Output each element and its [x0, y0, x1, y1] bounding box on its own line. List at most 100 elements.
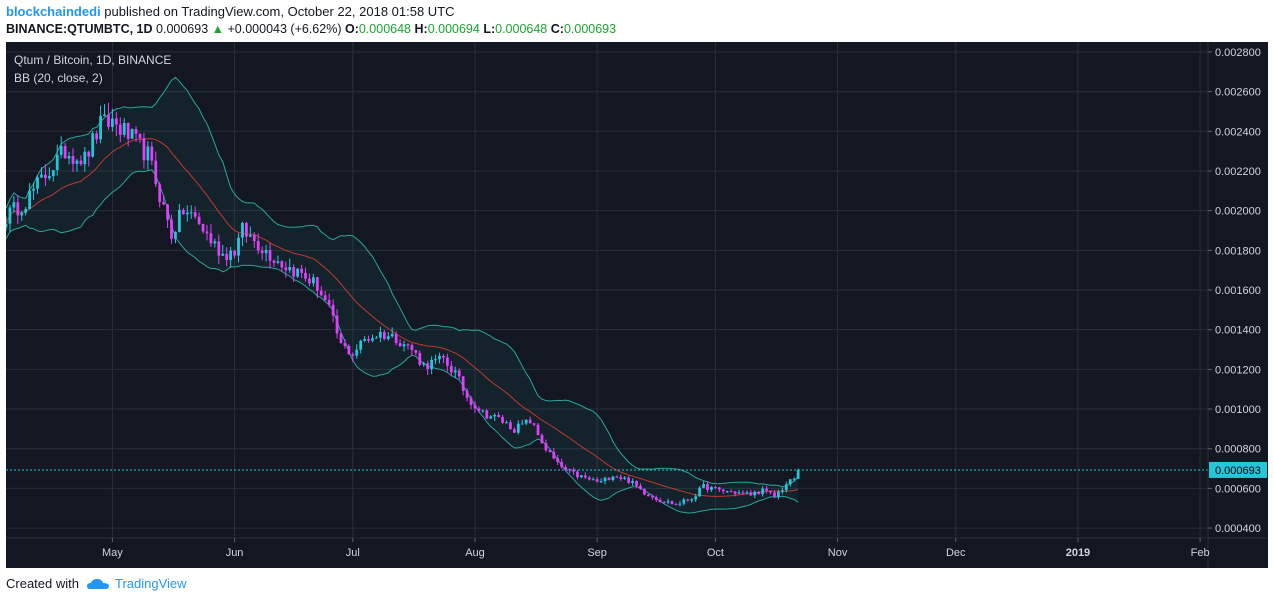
candle-body — [418, 352, 422, 365]
candle-body — [256, 241, 260, 251]
candle-body — [753, 491, 757, 496]
candle — [690, 497, 694, 503]
candle — [209, 224, 213, 248]
change-arrow-icon: ▲ — [211, 22, 225, 36]
candle — [453, 366, 457, 379]
candle — [410, 343, 414, 356]
candle-body — [607, 477, 611, 481]
low-label: L: — [483, 22, 496, 36]
change-value: +0.000043 (+6.62%) — [227, 22, 342, 36]
candle-body — [489, 416, 493, 419]
candle-body — [603, 477, 607, 482]
x-axis[interactable]: May Jun Jul Aug Sep Oct Nov Dec 2019 Feb — [6, 537, 1268, 559]
x-tick-label: Nov — [828, 547, 848, 559]
candle — [485, 408, 489, 419]
candle-body — [166, 204, 169, 220]
candle — [95, 130, 99, 144]
candle — [544, 439, 548, 453]
candle — [197, 212, 201, 226]
candle — [51, 169, 55, 182]
candle — [386, 332, 390, 341]
x-tick-label: Aug — [465, 547, 485, 559]
candle-body — [619, 477, 623, 479]
candle-body — [363, 339, 367, 341]
candle — [473, 401, 477, 413]
candle — [201, 223, 205, 234]
candle — [516, 420, 520, 435]
candle — [564, 464, 567, 472]
candle — [355, 344, 359, 359]
chart-legend-title: Qtum / Bitcoin, 1D, BINANCE — [14, 53, 171, 67]
candle — [107, 102, 110, 130]
candle — [576, 469, 579, 480]
candle — [217, 234, 221, 264]
candle-body — [40, 174, 43, 178]
candle-body — [142, 138, 146, 161]
candle-body — [268, 249, 272, 261]
candle — [122, 118, 126, 138]
candle — [288, 258, 292, 273]
candle-body — [304, 272, 307, 279]
tradingview-link[interactable]: TradingView — [114, 576, 187, 591]
candle — [20, 210, 24, 221]
candle-body — [59, 146, 63, 155]
candle — [114, 111, 118, 137]
candle — [130, 128, 134, 139]
candle — [591, 477, 595, 481]
candle — [611, 475, 615, 482]
candle — [414, 349, 418, 356]
candle-body — [627, 477, 631, 483]
y-tick-label: 0.001800 — [1215, 245, 1261, 257]
candle-body — [162, 202, 166, 205]
candle-body — [678, 503, 682, 505]
candle-body — [501, 417, 504, 423]
candle-body — [75, 160, 79, 164]
candle — [524, 419, 528, 426]
candle — [300, 264, 303, 279]
candle-body — [769, 490, 772, 493]
candle — [446, 353, 449, 372]
candle-body — [315, 277, 319, 291]
candle-body — [713, 486, 717, 488]
candle — [426, 360, 430, 376]
candle-body — [402, 344, 406, 347]
candle — [363, 336, 367, 343]
candle — [733, 490, 737, 497]
candle-body — [379, 331, 382, 338]
candle-body — [32, 188, 35, 191]
candle-body — [95, 133, 99, 140]
candle — [674, 502, 678, 506]
candle — [296, 268, 300, 278]
candle-body — [8, 207, 12, 224]
candle-body — [792, 478, 796, 480]
last-price-line: 0.000693 — [6, 461, 1267, 478]
grid — [6, 42, 1208, 538]
author-link[interactable]: blockchaindedi — [6, 4, 101, 19]
candle-body — [319, 290, 323, 296]
candle — [351, 352, 355, 362]
candle — [347, 344, 351, 355]
candle-body — [343, 343, 347, 346]
candle — [670, 500, 674, 505]
x-tick-label: May — [102, 547, 123, 559]
candle-body — [473, 404, 477, 409]
last-price: 0.000693 — [156, 22, 209, 36]
candle — [91, 131, 95, 158]
y-tick-label: 0.002800 — [1215, 47, 1261, 59]
y-tick-label: 0.001400 — [1215, 325, 1261, 337]
candle-body — [674, 504, 678, 506]
y-axis[interactable]: 0.000400 0.000600 0.000800 0.001000 0.001200… — [1207, 42, 1261, 568]
candle-body — [47, 176, 51, 179]
price-chart[interactable]: 0.000693 0.000400 0.000600 0.000800 0.00100… — [6, 42, 1268, 568]
candle — [379, 326, 382, 343]
candle-body — [560, 462, 564, 468]
candle-body — [516, 423, 520, 433]
candle — [643, 488, 646, 496]
candle-body — [552, 451, 556, 459]
candle-body — [288, 267, 292, 271]
candle — [142, 133, 146, 169]
candle — [639, 483, 642, 490]
candle — [753, 490, 757, 499]
candle — [248, 226, 252, 238]
high-value: 0.000694 — [427, 22, 480, 36]
